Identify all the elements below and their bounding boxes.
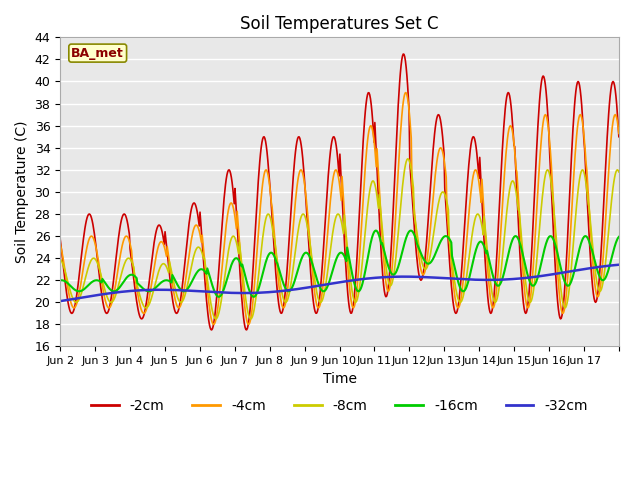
-32cm	[615, 262, 623, 268]
-8cm	[404, 156, 412, 162]
-2cm	[274, 295, 282, 300]
-16cm	[225, 269, 233, 275]
-16cm	[215, 294, 223, 300]
Line: -4cm: -4cm	[60, 93, 619, 324]
-16cm	[122, 276, 129, 282]
-8cm	[212, 316, 220, 322]
-8cm	[56, 256, 64, 262]
-32cm	[273, 288, 281, 294]
-4cm	[253, 251, 260, 256]
-8cm	[225, 244, 233, 250]
-32cm	[429, 275, 436, 280]
-4cm	[615, 131, 623, 136]
Line: -8cm: -8cm	[60, 159, 619, 319]
-4cm	[274, 274, 282, 279]
-2cm	[122, 213, 129, 219]
-8cm	[398, 191, 406, 196]
-4cm	[401, 90, 409, 96]
-2cm	[225, 167, 233, 173]
-4cm	[398, 113, 406, 119]
Line: -2cm: -2cm	[60, 54, 619, 330]
Y-axis label: Soil Temperature (C): Soil Temperature (C)	[15, 120, 29, 263]
-8cm	[253, 288, 260, 293]
-2cm	[399, 51, 407, 57]
-8cm	[122, 258, 129, 264]
-4cm	[210, 322, 218, 327]
-2cm	[430, 139, 438, 144]
-2cm	[253, 201, 260, 207]
-16cm	[406, 228, 414, 233]
-2cm	[398, 57, 406, 63]
-16cm	[274, 263, 282, 268]
Legend: -2cm, -4cm, -8cm, -16cm, -32cm: -2cm, -4cm, -8cm, -16cm, -32cm	[85, 394, 594, 419]
-16cm	[430, 254, 438, 260]
-2cm	[615, 134, 623, 140]
-8cm	[430, 229, 438, 235]
-2cm	[56, 236, 64, 242]
-8cm	[615, 169, 623, 175]
-8cm	[274, 263, 282, 269]
-32cm	[122, 288, 129, 294]
-32cm	[397, 274, 405, 279]
-32cm	[252, 290, 260, 296]
-32cm	[225, 290, 232, 296]
X-axis label: Time: Time	[323, 372, 356, 386]
-16cm	[253, 290, 260, 296]
-2cm	[208, 327, 216, 333]
Title: Soil Temperatures Set C: Soil Temperatures Set C	[240, 15, 439, 33]
-32cm	[56, 298, 64, 304]
-4cm	[122, 233, 129, 239]
-16cm	[56, 277, 64, 283]
-16cm	[615, 234, 623, 240]
Text: BA_met: BA_met	[71, 47, 124, 60]
-4cm	[430, 187, 438, 192]
-4cm	[56, 240, 64, 246]
Line: -16cm: -16cm	[60, 230, 619, 297]
Line: -32cm: -32cm	[60, 265, 619, 301]
-16cm	[398, 251, 406, 257]
-4cm	[225, 204, 233, 210]
